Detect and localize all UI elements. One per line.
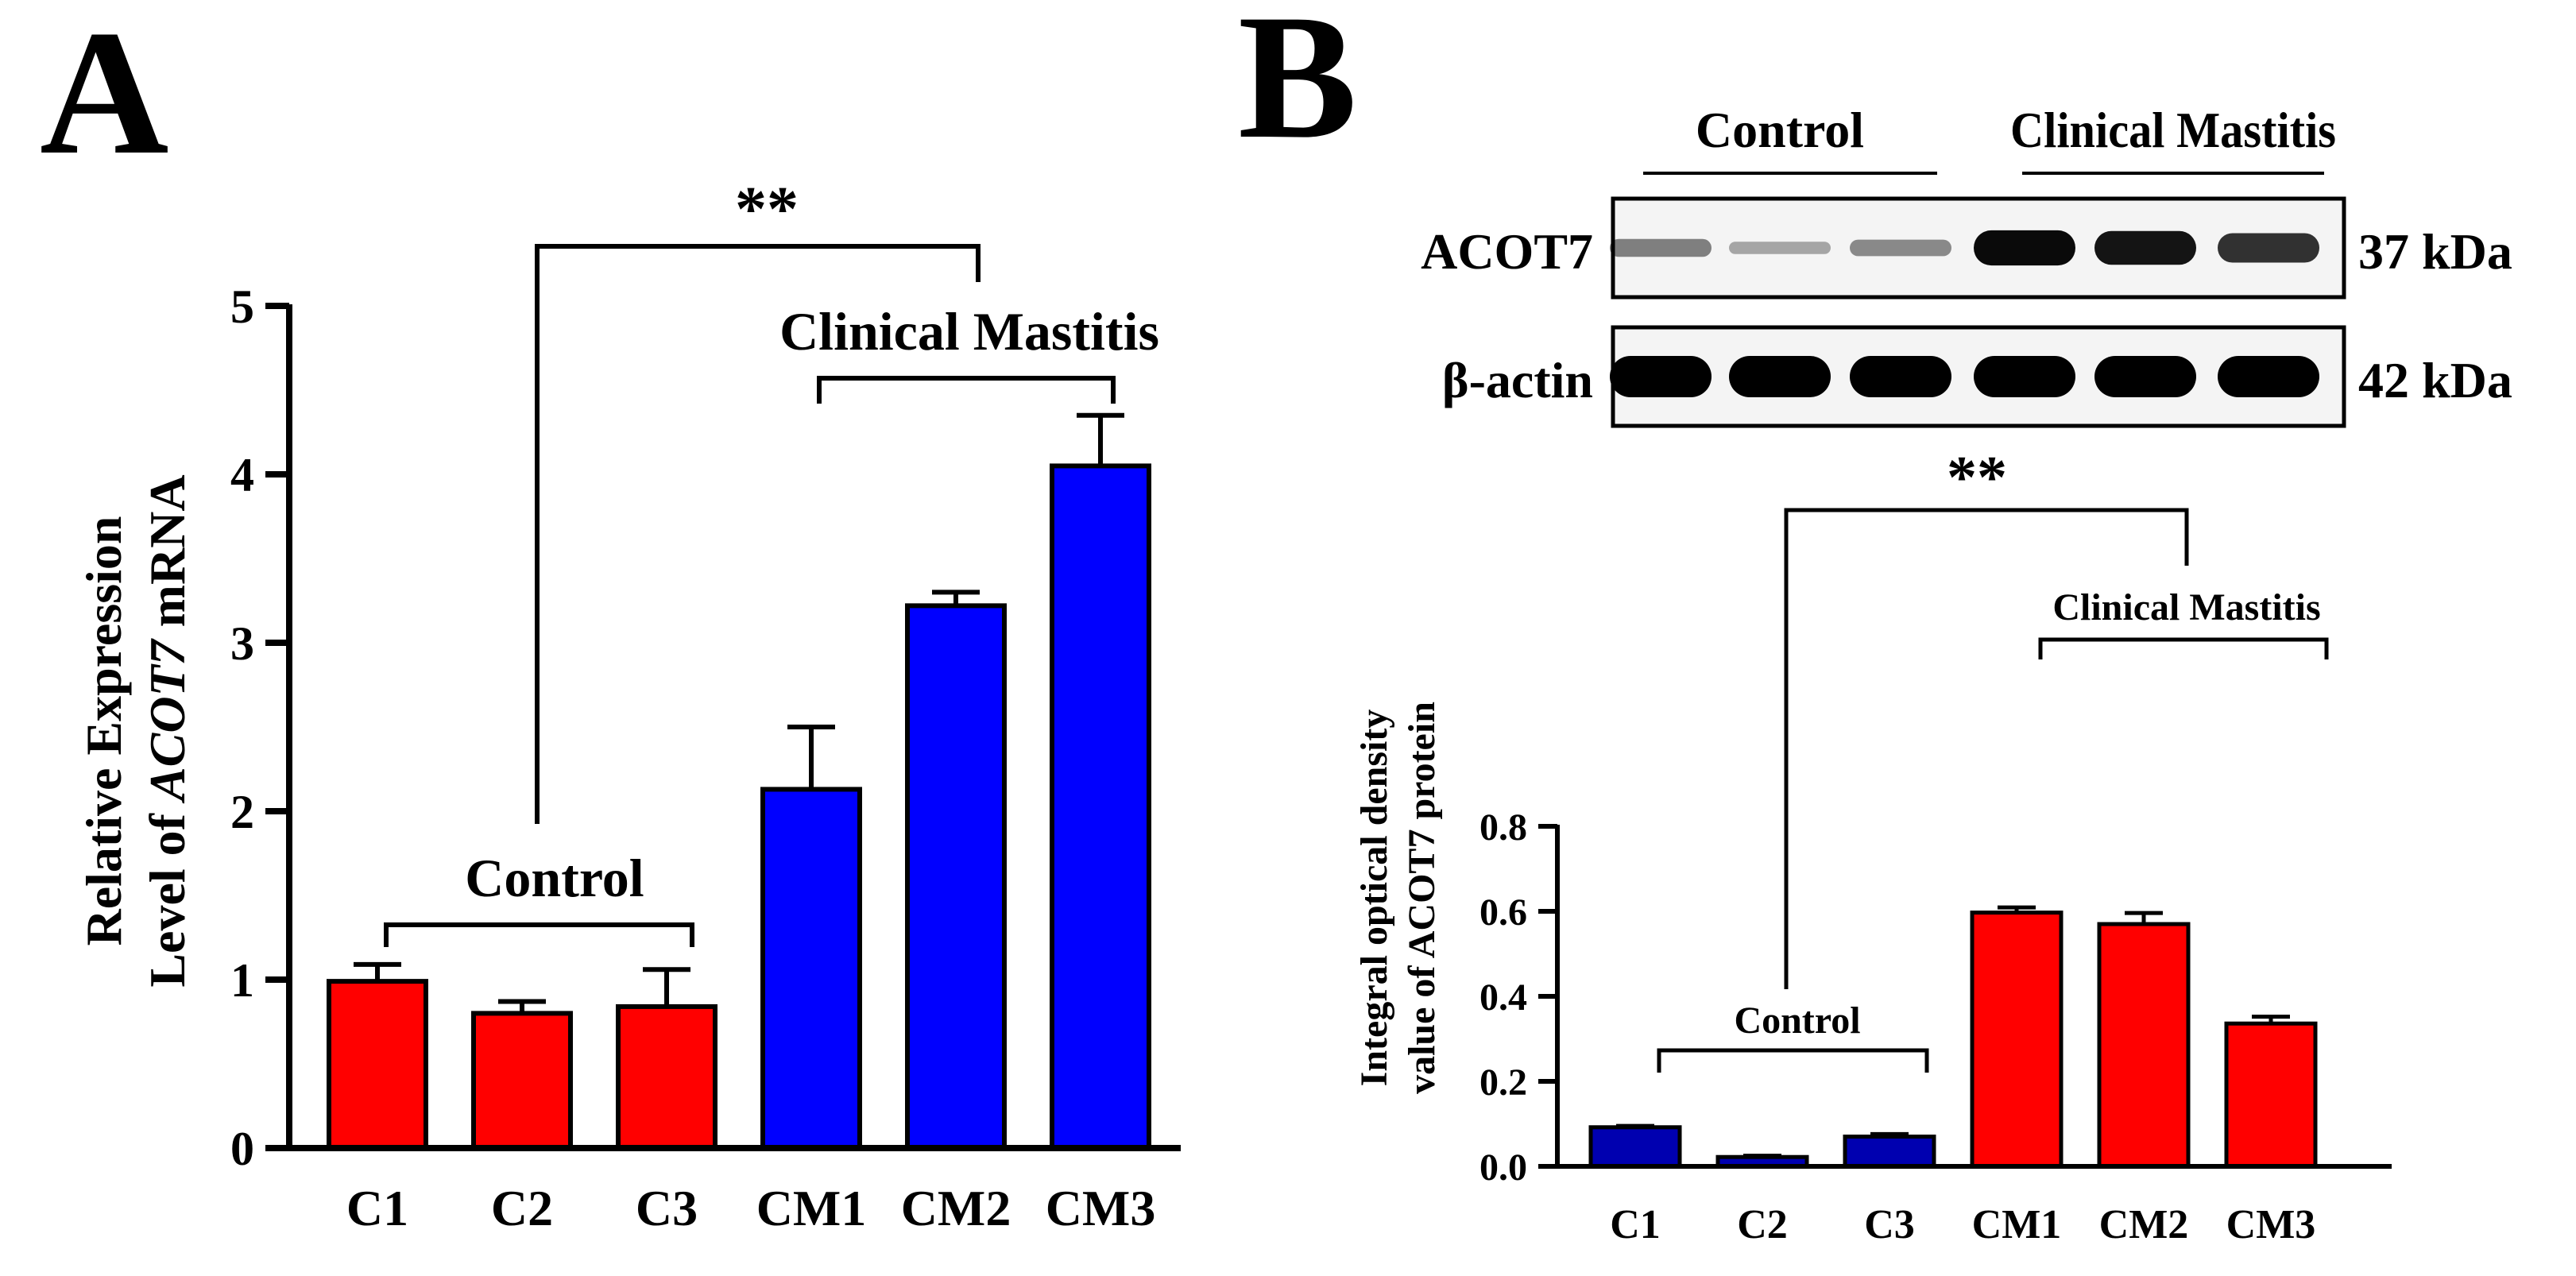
chart-a-xtick-c2: C2 [491, 1180, 553, 1236]
chart-a-bar-c3 [616, 1003, 717, 1151]
blot-band-actin-lane-2 [1729, 356, 1831, 397]
chart-b-ylabel-line2: value of ACOT7 protein [1401, 702, 1443, 1094]
blot-band-actin-lane-4 [1974, 356, 2075, 397]
chart-b-xtick-c1: C1 [1610, 1202, 1661, 1247]
chart-a-errorbar-cm2 [932, 590, 980, 606]
chart-a-bar-c2 [471, 1011, 573, 1151]
panel-a-letter: A [40, 0, 169, 191]
blot-acot7-label: ACOT7 [1421, 223, 1593, 280]
blot-acot7-size: 37 kDa [2358, 223, 2512, 280]
chart-a-errorbar-cm3 [1077, 412, 1124, 466]
blot-group-control: Control [1696, 102, 1864, 158]
blot-band-actin-lane-1 [1610, 356, 1712, 397]
blot-group-mastitis: Clinical Mastitis [2010, 102, 2336, 158]
blot-band-acot7-lane-4 [1974, 230, 2075, 266]
chart-b-bracket-significance [1784, 508, 2189, 989]
chart-b-bracket-mastitis [2038, 637, 2329, 659]
chart-b-errorbar-c3 [1870, 1131, 1909, 1137]
chart-b-bar-cm1 [1970, 911, 2064, 1169]
chart-b-bracket-control [1657, 1048, 1929, 1073]
chart-b-bar-cm3 [2224, 1021, 2318, 1169]
chart-b-ylabel-line1: Integral optical density [1353, 710, 1395, 1087]
chart-a-ylabel-line2: Level of ACOT7 mRNA [139, 474, 195, 987]
chart-b-xtick-c2: C2 [1737, 1202, 1788, 1247]
chart-b-ytick-label-2: 0.4 [1479, 976, 1527, 1019]
chart-b: 0.0 0.2 0.4 0.6 0.8 C1 C2 C3 CM1 CM2 CM3 Integral… [1353, 444, 2392, 1247]
chart-b-ytick-label-4: 0.8 [1479, 806, 1527, 849]
blot-band-acot7-lane-3 [1850, 239, 1951, 257]
chart-a-bar-cm3 [1050, 463, 1151, 1150]
chart-a-group-control: Control [465, 848, 644, 908]
blot-band-acot7-lane-1 [1610, 238, 1712, 257]
chart-a-bar-c1 [327, 979, 428, 1150]
chart-a-errorbar-c3 [643, 967, 690, 1007]
chart-b-bar-cm2 [2097, 922, 2191, 1169]
blot-band-acot7-lane-5 [2094, 230, 2196, 265]
chart-b-ytick-label-0: 0.0 [1479, 1146, 1527, 1189]
chart-a-xtick-cm3: CM3 [1046, 1180, 1156, 1236]
blot-band-acot7-lane-2 [1729, 242, 1831, 254]
chart-a-xtick-cm1: CM1 [756, 1180, 867, 1236]
chart-a-errorbar-c2 [498, 999, 546, 1014]
panel-b-letter: B [1238, 0, 1357, 176]
blot-actin-label: β-actin [1442, 352, 1593, 408]
chart-b-xtick-c3: C3 [1864, 1202, 1915, 1247]
chart-a-ytick-label-5: 5 [230, 280, 254, 333]
chart-b-xtick-cm3: CM3 [2226, 1202, 2316, 1247]
chart-a-ytick-label-0: 0 [230, 1123, 254, 1175]
chart-a-ylabel-line1: Relative Expression [75, 516, 132, 945]
chart-a-xtick-c1: C1 [346, 1180, 408, 1236]
chart-b-bar-c3 [1843, 1135, 1936, 1169]
chart-a-significance: ** [735, 175, 799, 245]
chart-b-errorbar-cm3 [2252, 1015, 2290, 1024]
blot-band-acot7-lane-6 [2218, 233, 2319, 263]
chart-b-xtick-cm2: CM2 [2099, 1202, 2189, 1247]
chart-a-ytick-label-4: 4 [230, 449, 254, 501]
chart-a: 0 1 2 3 4 5 C1 C2 C3 CM1 CM2 CM3 Relative Expressi… [75, 175, 1181, 1236]
chart-b-xtick-cm1: CM1 [1972, 1202, 2062, 1247]
chart-b-significance: ** [1947, 444, 2007, 511]
chart-b-ytick-label-1: 0.2 [1479, 1061, 1527, 1104]
chart-a-bracket-mastitis [817, 376, 1116, 404]
blot-band-actin-lane-6 [2218, 356, 2319, 397]
chart-a-xtick-cm2: CM2 [901, 1180, 1011, 1236]
chart-a-errorbar-cm1 [787, 725, 835, 790]
chart-b-ytick-label-3: 0.6 [1479, 891, 1527, 934]
chart-a-ylabel-suffix: mRNA [139, 474, 195, 640]
chart-b-errorbar-cm2 [2125, 911, 2163, 925]
chart-a-ytick-label-3: 3 [230, 617, 254, 670]
chart-b-bar-c1 [1588, 1125, 1682, 1169]
chart-a-errorbar-c1 [354, 961, 401, 982]
chart-b-errorbar-c2 [1743, 1154, 1781, 1158]
chart-a-ylabel-prefix: Level of [139, 801, 195, 988]
chart-b-errorbar-cm1 [1998, 905, 2036, 913]
chart-a-ytick-label-2: 2 [230, 786, 254, 838]
chart-b-group-control: Control [1734, 1000, 1860, 1042]
western-blot: Control Clinical Mastitis ACOT7 β-actin … [1421, 102, 2512, 428]
chart-a-ylabel-italic: ACOT7 [139, 637, 195, 804]
blot-actin-size: 42 kDa [2358, 352, 2512, 408]
chart-b-errorbar-c1 [1616, 1123, 1654, 1128]
chart-a-bracket-control [384, 922, 694, 947]
chart-a-bar-cm2 [905, 603, 1007, 1150]
chart-b-group-mastitis: Clinical Mastitis [2052, 586, 2320, 628]
chart-a-ytick-label-1: 1 [230, 954, 254, 1007]
blot-band-actin-lane-3 [1850, 356, 1951, 397]
chart-a-xtick-c3: C3 [636, 1180, 698, 1236]
chart-a-bracket-significance [535, 244, 981, 824]
blot-band-actin-lane-5 [2094, 356, 2196, 397]
chart-a-bar-cm1 [760, 787, 862, 1150]
chart-a-group-mastitis: Clinical Mastitis [779, 301, 1159, 362]
